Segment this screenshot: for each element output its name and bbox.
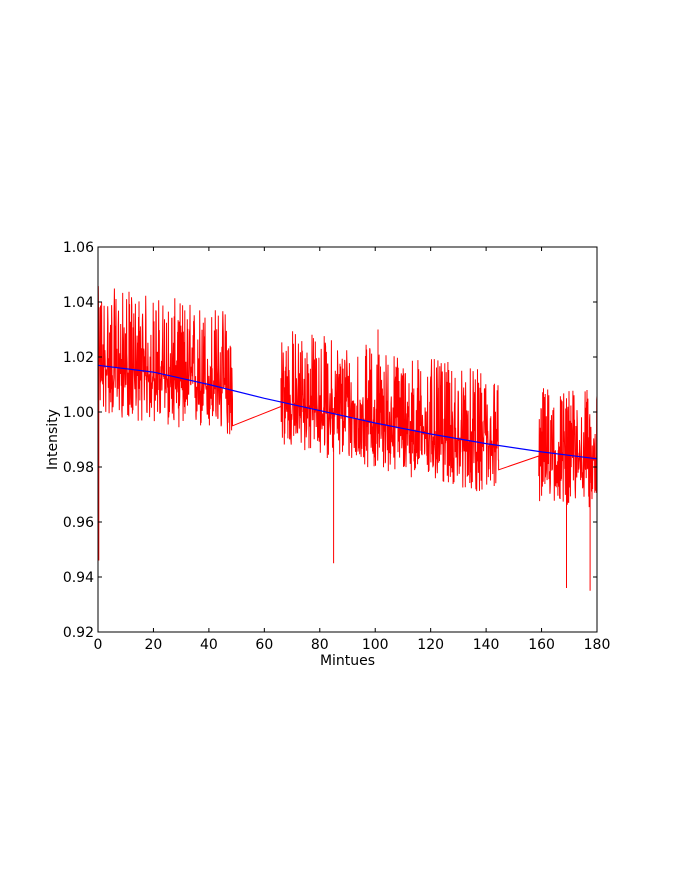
y-tick-label: 1.04 [63, 295, 94, 311]
plot-frame [97, 246, 598, 633]
x-axis-label: Mintues [320, 653, 375, 669]
series-measurements-line [97, 286, 598, 591]
x-tick-label: 40 [200, 637, 218, 653]
y-tick-label: 1.00 [63, 405, 94, 421]
y-axis-label: Intensity [45, 409, 61, 470]
y-tick-label: 0.96 [63, 515, 94, 531]
x-tick-label: 80 [311, 637, 329, 653]
x-tick-label: 60 [255, 637, 273, 653]
y-tick-label: 0.94 [63, 570, 94, 586]
x-tick-label: 140 [473, 637, 500, 653]
x-tick-label: 100 [362, 637, 389, 653]
x-tick-label: 160 [528, 637, 555, 653]
axes-layer: 0 20 40 60 80 100 120 140 160 180 0.92 0.94 0.96 0.98… [63, 240, 611, 653]
x-tick-label: 120 [417, 637, 444, 653]
y-tick-label: 1.02 [63, 350, 94, 366]
y-tick-label: 0.92 [63, 625, 94, 641]
y-tick-label: 1.06 [63, 240, 94, 256]
y-tick-label: 0.98 [63, 460, 94, 476]
x-tick-label: 20 [145, 637, 163, 653]
series-fit-line [97, 364, 598, 460]
data-layer [97, 286, 598, 591]
x-tick-label: 180 [584, 637, 611, 653]
x-tick-label: 0 [94, 637, 103, 653]
